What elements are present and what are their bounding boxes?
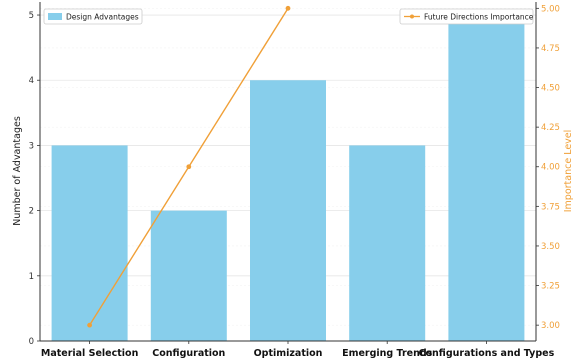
bar-4 [448, 15, 525, 342]
right-ticks: 3.00 3.25 3.50 3.75 4.00 4.25 4.50 4.75 5.00 [536, 4, 560, 331]
x-tick-label-1: Configuration [152, 348, 225, 359]
legend-line-box [399, 8, 534, 25]
legend-bars-box [43, 8, 143, 25]
legend-line-marker [410, 14, 414, 19]
right-axis-title: Importance Level [563, 130, 574, 213]
line-point-0 [87, 322, 92, 328]
left-tick-label-4: 4 [29, 76, 34, 86]
legend-bars-label: Design Advantages [66, 13, 139, 22]
legend-line-label: Future Directions Importance [424, 13, 534, 22]
bar-0 [51, 145, 128, 341]
left-tick-label-3: 3 [29, 141, 34, 151]
left-axis-title: Number of Advantages [12, 116, 23, 226]
left-tick-label-5: 5 [29, 11, 34, 21]
line-point-1 [186, 164, 192, 170]
left-ticks: 0 1 2 3 4 5 [29, 11, 40, 347]
left-tick-label-2: 2 [29, 207, 34, 217]
right-tick-label-0: 3.00 [541, 321, 560, 331]
bar-3 [349, 145, 426, 341]
x-tick-label-4: Configurations and Types [419, 348, 555, 359]
right-tick-label-8: 5.00 [541, 4, 560, 14]
right-tick-label-3: 3.75 [541, 202, 560, 212]
legend-bars-swatch [48, 13, 62, 20]
line-series [87, 5, 291, 328]
legend-line: Future Directions Importance [399, 8, 534, 25]
right-tick-label-5: 4.25 [541, 123, 560, 133]
bar-2 [250, 80, 326, 341]
right-tick-label-1: 3.25 [541, 282, 560, 292]
bars [51, 15, 525, 342]
right-tick-label-6: 4.50 [541, 84, 560, 94]
left-tick-label-0: 0 [29, 337, 34, 347]
x-tick-label-3: Emerging Trends [342, 348, 433, 359]
right-tick-label-4: 4.00 [541, 163, 560, 173]
x-tick-label-0: Material Selection [41, 348, 139, 359]
legend-bars: Design Advantages [43, 8, 143, 25]
category-labels: Material Selection Configuration Optimizat… [41, 341, 555, 359]
x-tick-label-2: Optimization [254, 348, 323, 359]
bar-1 [150, 210, 227, 341]
right-tick-label-2: 3.50 [541, 242, 560, 252]
line-point-2 [285, 5, 291, 11]
left-tick-label-1: 1 [29, 272, 34, 282]
right-tick-label-7: 4.75 [541, 44, 560, 54]
